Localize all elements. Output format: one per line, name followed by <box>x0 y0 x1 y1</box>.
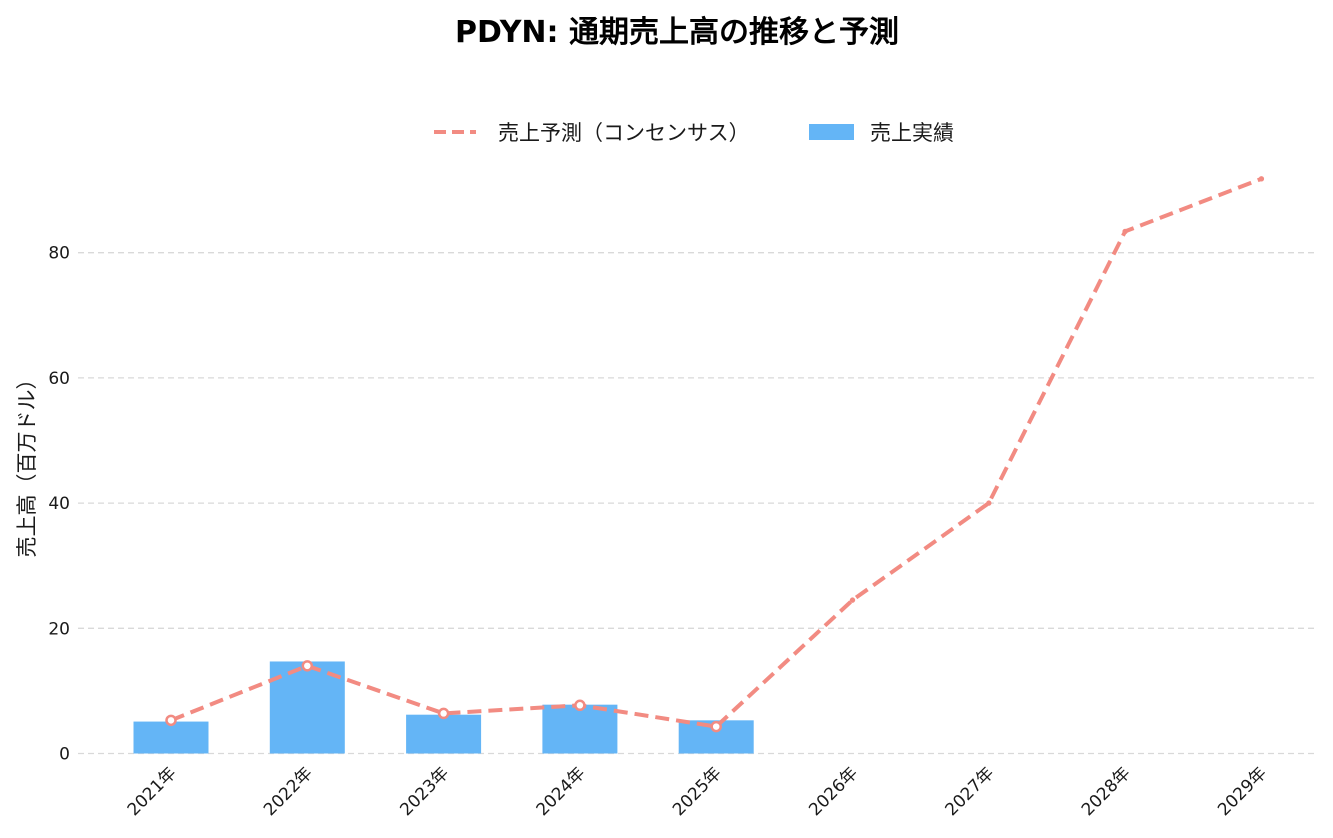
y-tick-label-80: 80 <box>48 244 70 264</box>
forecast-point-1 <box>301 660 314 672</box>
bar-2 <box>406 714 482 754</box>
forecast-point-0 <box>165 714 177 727</box>
y-tick-label-0: 0 <box>59 745 70 765</box>
legend-swatch-actual <box>809 124 854 140</box>
bars <box>133 661 754 754</box>
forecast-point-2 <box>437 707 450 720</box>
grid <box>78 252 1318 755</box>
forecast-point-8 <box>1258 176 1265 182</box>
y-tick-label-60: 60 <box>48 369 70 389</box>
legend-item-actual: 売上実績 <box>809 121 954 145</box>
x-tick-label-0: 2021年 <box>124 763 181 820</box>
bar-3 <box>542 704 618 754</box>
forecast-point-5 <box>849 597 856 603</box>
legend: 売上予測（コンセンサス） 売上実績 <box>434 121 954 145</box>
x-tick-label-7: 2028年 <box>1078 763 1135 820</box>
forecast-point-7 <box>1122 228 1128 235</box>
legend-item-forecast: 売上予測（コンセンサス） <box>434 121 750 145</box>
legend-label-actual: 売上実績 <box>870 121 954 145</box>
x-tick-label-8: 2029年 <box>1214 763 1271 820</box>
y-ticks: 0 20 40 60 80 <box>48 244 70 765</box>
bar-1 <box>269 661 345 754</box>
legend-label-forecast: 売上予測（コンセンサス） <box>498 121 750 145</box>
y-tick-label-20: 20 <box>48 619 70 639</box>
forecast-point-6 <box>986 500 992 506</box>
forecast-point-3 <box>574 699 586 712</box>
forecast-point-4 <box>710 720 722 733</box>
x-tick-label-3: 2024年 <box>533 763 590 820</box>
x-tick-label-6: 2027年 <box>942 763 999 820</box>
y-axis-label: 売上高（百万ドル） <box>15 369 39 558</box>
y-tick-label-40: 40 <box>48 494 70 514</box>
x-tick-label-1: 2022年 <box>260 763 317 820</box>
forecast-line <box>170 176 1263 729</box>
x-tick-label-2: 2023年 <box>396 763 453 820</box>
bar-0 <box>133 721 209 754</box>
forecast-line-group <box>165 176 1265 733</box>
x-tick-label-5: 2026年 <box>805 763 862 820</box>
chart-title: PDYN: 通期売上高の推移と予測 <box>455 15 899 50</box>
x-ticks: 2021年 2022年 2023年 2024年 2025年 2026年 2027年 2028年… <box>124 763 1271 820</box>
x-tick-label-4: 2025年 <box>669 763 726 820</box>
